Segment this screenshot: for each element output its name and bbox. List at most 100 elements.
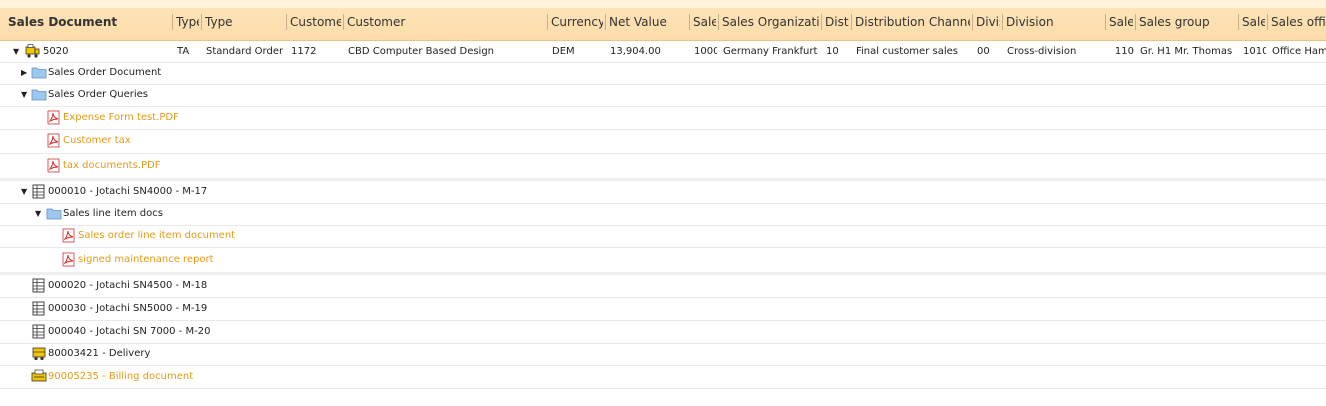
column-header[interactable]: Distribution Channel [855,15,970,29]
column-header[interactable]: Disti [825,15,849,29]
column-separator [172,14,173,30]
tree-row[interactable]: ▼ 000010 - Jotachi SN4000 - M-17 [0,180,1326,204]
column-header[interactable]: Net Value [609,15,667,29]
column-separator [689,14,690,30]
tree-row[interactable]: ▼ 5020 TA Standard Order 1172 CBD Computer Ba… [0,41,1326,63]
cell: Final customer sales [856,46,958,57]
row-label[interactable]: 80003421 - Delivery [48,348,151,359]
icon [62,228,75,243]
column-header[interactable]: Type [176,15,199,29]
tree-row[interactable]: 000020 - Jotachi SN4500 - M-18 [0,274,1326,298]
icon [31,67,47,79]
icon [46,208,62,220]
column-header[interactable]: Sale [1109,15,1133,29]
column-separator [605,14,606,30]
row-label[interactable]: Customer tax [63,135,131,146]
icon [31,89,47,101]
tree-row[interactable]: ▼ Sales line item docs [0,203,1326,226]
column-separator [718,14,719,30]
column-header[interactable]: Sale [1242,15,1265,29]
tree-row[interactable]: tax documents.PDF [0,153,1326,181]
cell: 1010 [1243,46,1266,57]
cell: 1172 [291,46,317,57]
cell: 110 [1114,46,1134,57]
tree-row[interactable]: 000040 - Jotachi SN 7000 - M-20 [0,320,1326,344]
column-separator [1105,14,1106,30]
icon [32,278,45,293]
column-header[interactable]: Division [1006,15,1054,29]
column-separator [286,14,287,30]
icon [32,324,45,339]
cell: Cross-division [1007,46,1077,57]
tree-row[interactable]: Expense Form test.PDF [0,106,1326,130]
column-header[interactable]: Type [205,15,233,29]
tree-row[interactable]: 000030 - Jotachi SN5000 - M-19 [0,297,1326,321]
row-label[interactable]: 000010 - Jotachi SN4000 - M-17 [48,186,208,197]
row-label[interactable]: Sales order line item document [78,230,236,241]
row-label[interactable]: 000040 - Jotachi SN 7000 - M-20 [48,326,211,337]
row-label[interactable]: Sales line item docs [63,208,163,219]
column-separator [851,14,852,30]
column-separator [343,14,344,30]
column-header[interactable]: Sales Organizatio [722,15,819,29]
row-label[interactable]: Expense Form test.PDF [63,112,179,123]
cell: Germany Frankfurt [723,46,818,57]
icon [47,133,60,148]
tree-row[interactable]: Sales order line item document [0,225,1326,248]
icon [47,158,60,173]
column-separator [1002,14,1003,30]
column-separator [821,14,822,30]
cell: TA [177,46,190,57]
row-label[interactable]: 5020 [43,46,69,57]
column-separator [201,14,202,30]
row-label[interactable]: Sales Order Document [48,67,162,78]
cell: CBD Computer Based Design [348,46,495,57]
tree-row[interactable]: Customer tax [0,129,1326,154]
expander[interactable]: ▶ [21,68,28,77]
column-header[interactable]: Customer [290,15,341,29]
column-separator [972,14,973,30]
cell: 1000 [694,46,717,57]
expander[interactable]: ▼ [21,90,28,99]
cell: 00 [977,46,990,57]
column-header[interactable]: Customer [347,15,406,29]
cell: Office Hamb [1272,46,1326,57]
expander[interactable]: ▼ [13,47,20,56]
cell: Standard Order [206,46,284,57]
tree-row[interactable]: 80003421 - Delivery [0,343,1326,366]
column-separator [1267,14,1268,30]
tree-row[interactable]: 90005235 - Billing document [0,365,1326,389]
column-header[interactable]: Sale [693,15,716,29]
row-label[interactable]: tax documents.PDF [63,160,161,171]
expander[interactable]: ▼ [21,187,28,196]
row-label[interactable]: 000020 - Jotachi SN4500 - M-18 [48,280,208,291]
icon [32,347,46,361]
column-separator [1238,14,1239,30]
row-label[interactable]: 000030 - Jotachi SN5000 - M-19 [48,303,208,314]
column-header[interactable]: Sales group [1139,15,1210,29]
icon [31,369,47,382]
icon [62,252,75,267]
icon [47,110,60,125]
column-header[interactable]: Sales office [1271,15,1326,29]
row-label[interactable]: signed maintenance report [78,254,214,265]
icon [32,184,45,199]
cell: 10 [826,46,839,57]
column-separator [547,14,548,30]
column-header[interactable]: Divis [976,15,1000,29]
icon [25,44,40,58]
row-label[interactable]: 90005235 - Billing document [48,371,194,382]
tree-row[interactable]: ▶ Sales Order Document [0,62,1326,85]
column-header[interactable]: Sales Document [8,15,118,29]
icon [32,301,45,316]
tree-row[interactable]: ▼ Sales Order Queries [0,84,1326,107]
row-label[interactable]: Sales Order Queries [48,89,149,100]
header: Sales Document Type Type Customer Customer Cu… [0,0,1326,41]
cell: DEM [552,46,575,57]
column-separator [1135,14,1136,30]
cell: Gr. H1 Mr. Thomas [1140,46,1233,57]
column-header[interactable]: Currency [551,15,603,29]
expander[interactable]: ▼ [35,209,42,218]
tree-row[interactable]: signed maintenance report [0,247,1326,275]
